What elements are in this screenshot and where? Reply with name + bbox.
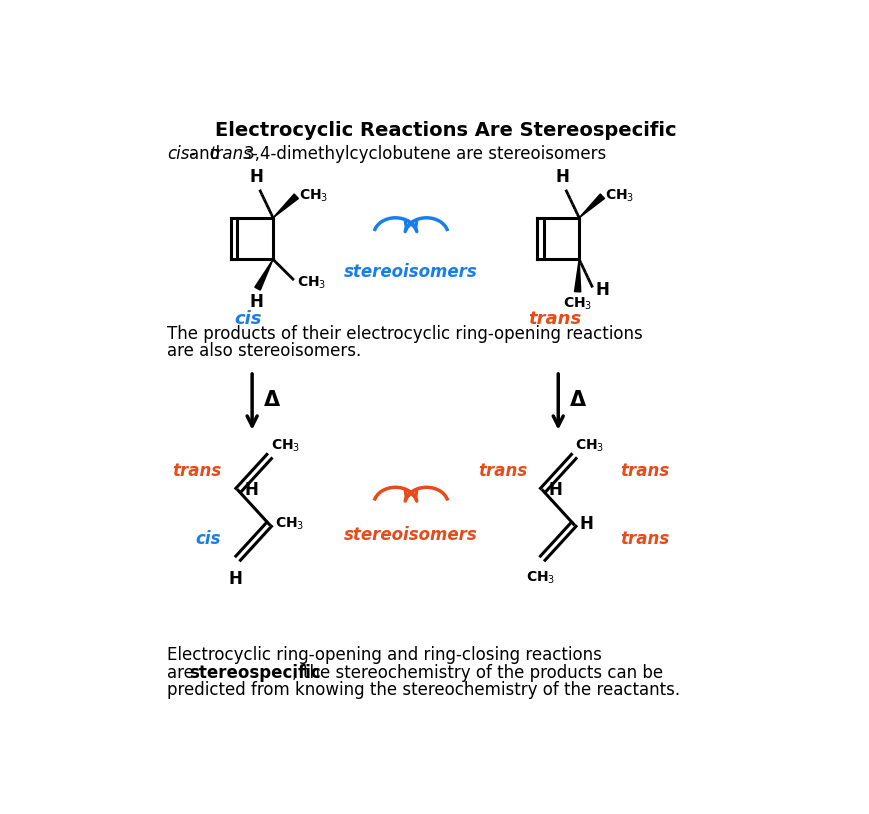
- Text: stereospecific: stereospecific: [189, 663, 321, 681]
- Text: ; the stereochemistry of the products can be: ; the stereochemistry of the products ca…: [291, 663, 662, 681]
- Text: CH$_3$: CH$_3$: [298, 188, 328, 204]
- Text: CH$_3$: CH$_3$: [296, 274, 326, 291]
- Text: H: H: [580, 515, 594, 533]
- Text: Δ: Δ: [263, 390, 280, 410]
- Text: H: H: [244, 481, 258, 499]
- Polygon shape: [579, 194, 604, 218]
- Text: The products of their electrocyclic ring-opening reactions: The products of their electrocyclic ring…: [167, 325, 642, 343]
- Text: are also stereoisomers.: are also stereoisomers.: [167, 342, 361, 360]
- Text: Electrocyclic ring-opening and ring-closing reactions: Electrocyclic ring-opening and ring-clos…: [167, 646, 601, 664]
- Text: cis-: cis-: [167, 146, 195, 164]
- Text: CH$_3$: CH$_3$: [275, 516, 304, 532]
- Text: H: H: [555, 168, 569, 186]
- Text: trans: trans: [477, 462, 527, 480]
- Text: CH$_3$: CH$_3$: [574, 438, 604, 454]
- Text: cis: cis: [235, 310, 262, 328]
- Text: are: are: [167, 663, 199, 681]
- Text: CH$_3$: CH$_3$: [270, 438, 300, 454]
- Text: H: H: [249, 293, 262, 311]
- Text: cis: cis: [196, 530, 221, 548]
- Text: predicted from knowing the stereochemistry of the reactants.: predicted from knowing the stereochemist…: [167, 681, 680, 699]
- Text: trans: trans: [527, 310, 580, 328]
- Text: trans: trans: [620, 462, 669, 480]
- Text: stereoisomers: stereoisomers: [344, 263, 477, 281]
- Text: H: H: [594, 281, 608, 300]
- Text: trans: trans: [620, 530, 669, 548]
- Text: H: H: [249, 168, 263, 186]
- Polygon shape: [574, 260, 580, 292]
- Text: Δ: Δ: [569, 390, 586, 410]
- Text: CH$_3$: CH$_3$: [562, 295, 592, 312]
- Text: trans-: trans-: [209, 146, 258, 164]
- Text: H: H: [229, 570, 242, 588]
- Text: H: H: [548, 481, 562, 499]
- Text: 3,4-dimethylcyclobutene are stereoisomers: 3,4-dimethylcyclobutene are stereoisomer…: [243, 146, 605, 164]
- Text: Electrocyclic Reactions Are Stereospecific: Electrocyclic Reactions Are Stereospecif…: [215, 120, 676, 140]
- Text: trans: trans: [172, 462, 221, 480]
- Polygon shape: [255, 260, 273, 290]
- Text: CH$_3$: CH$_3$: [525, 570, 554, 586]
- Text: CH$_3$: CH$_3$: [604, 188, 634, 204]
- Polygon shape: [273, 194, 298, 218]
- Text: stereoisomers: stereoisomers: [344, 526, 477, 544]
- Text: and: and: [189, 146, 225, 164]
